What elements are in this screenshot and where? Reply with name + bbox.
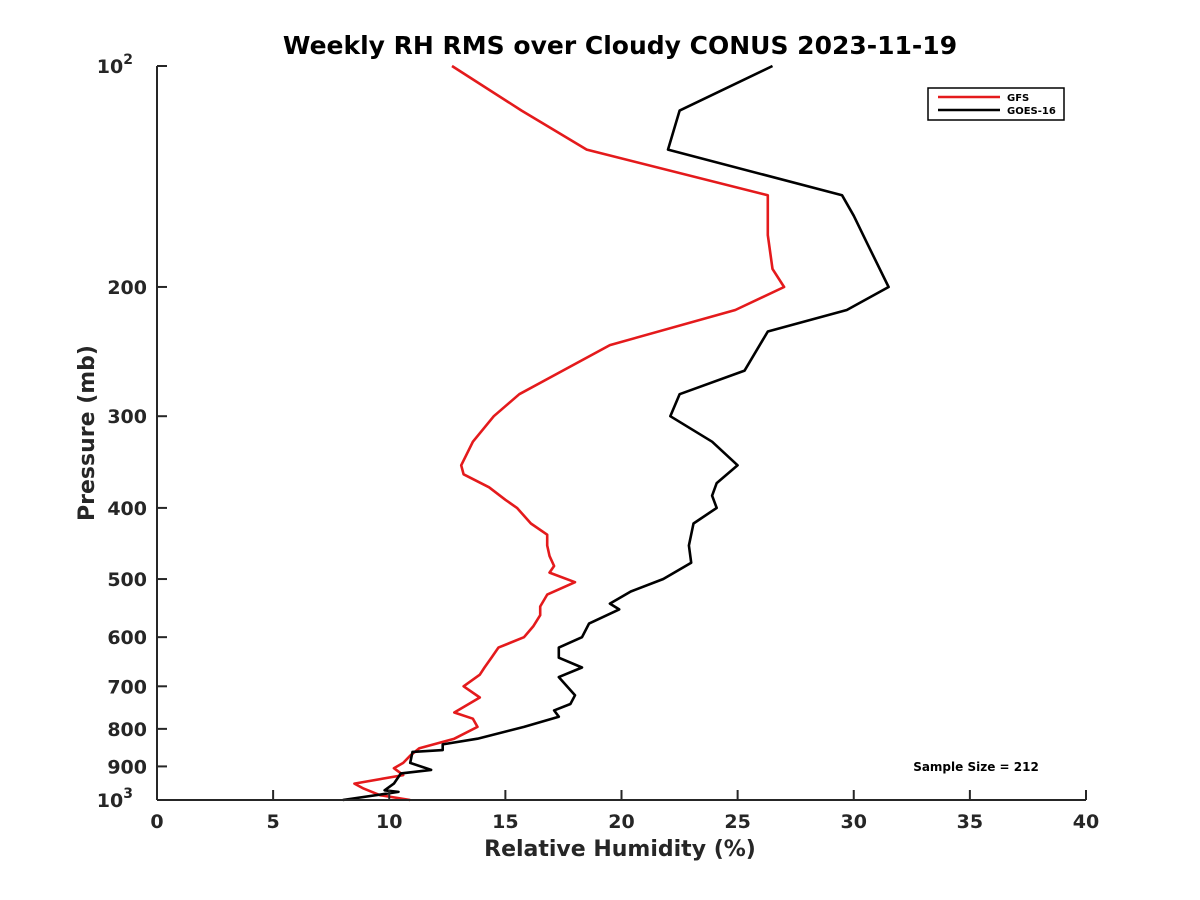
series-line-gfs — [353, 64, 786, 802]
y-tick-label: 500 — [107, 569, 147, 591]
x-tick-label: 0 — [150, 811, 163, 833]
y-axis-label: Pressure (mb) — [75, 345, 100, 521]
x-tick-label: 10 — [376, 811, 402, 833]
legend-box — [927, 87, 1065, 121]
x-tick-label: 20 — [608, 811, 634, 833]
legend-label-gfs: GFS — [1007, 93, 1029, 104]
y-tick-label: 700 — [107, 676, 147, 698]
x-tick-label: 35 — [957, 811, 983, 833]
series-line-goes-16 — [342, 64, 890, 802]
axes: 0 5 10 15 20 25 30 35 40 102 200 300 400 500 600 700 800… — [97, 52, 1099, 833]
y-tick-label: 102 — [97, 52, 133, 78]
y-tick-label: 600 — [107, 627, 147, 649]
chart-title: Weekly RH RMS over Cloudy CONUS 2023-11-… — [283, 31, 957, 60]
y-tick-label: 103 — [97, 786, 133, 812]
y-tick-label: 800 — [107, 719, 147, 741]
plot-lines — [342, 64, 890, 802]
y-tick-label: 200 — [107, 277, 147, 299]
sample-size-annotation: Sample Size = 212 — [913, 760, 1039, 774]
legend: GFS GOES-16 — [927, 87, 1065, 121]
legend-label-goes-16: GOES-16 — [1007, 106, 1056, 117]
x-tick-label: 15 — [492, 811, 518, 833]
y-tick-label: 400 — [107, 498, 147, 520]
x-tick-label: 40 — [1073, 811, 1099, 833]
x-tick-label: 25 — [724, 811, 750, 833]
y-tick-label: 900 — [107, 756, 147, 778]
y-tick-label: 300 — [107, 406, 147, 428]
x-tick-label: 5 — [267, 811, 280, 833]
x-tick-label: 30 — [841, 811, 867, 833]
x-axis-label: Relative Humidity (%) — [484, 837, 756, 862]
